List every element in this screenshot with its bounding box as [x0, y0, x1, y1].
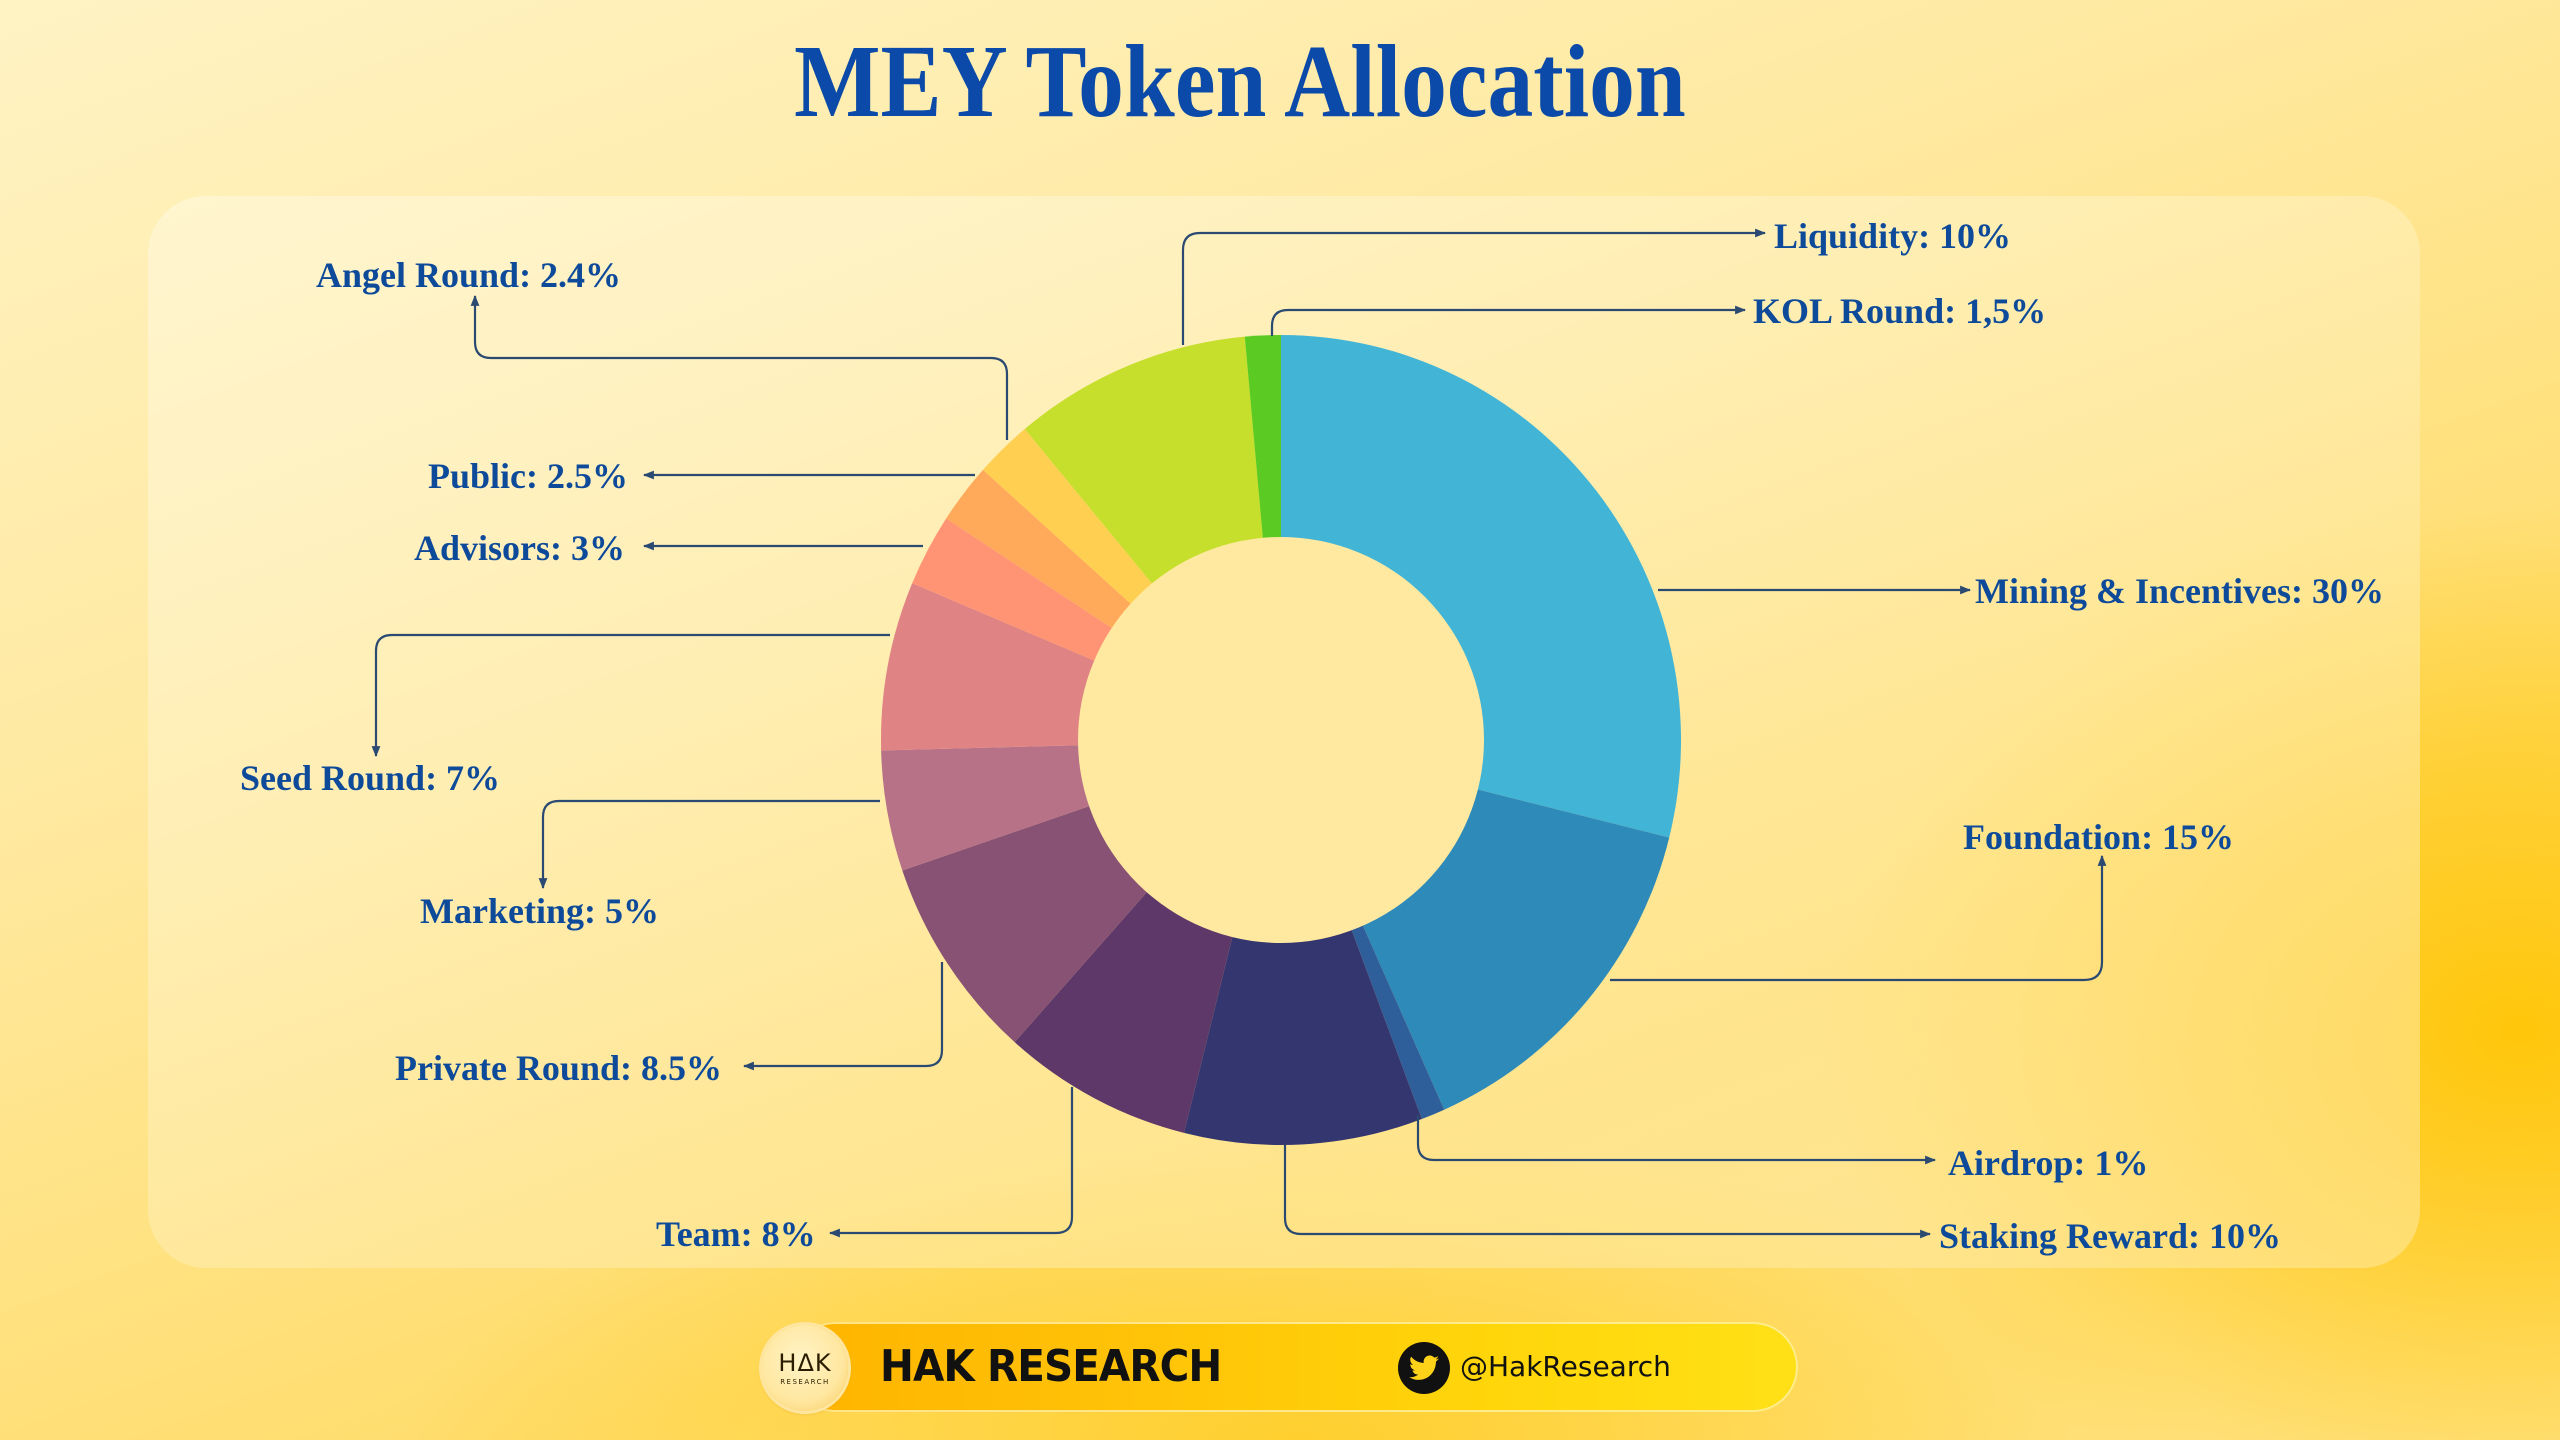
label-private-round: Private Round: 8.5%	[395, 1048, 722, 1088]
logo-subtitle: RESEARCH	[780, 1377, 830, 1386]
label-team: Team: 8%	[656, 1214, 816, 1254]
leader-line-marketing	[538, 799, 880, 890]
label-mining-incentives: Mining & Incentives: 30%	[1975, 571, 2384, 611]
label-foundation: Foundation: 15%	[1963, 817, 2235, 857]
label-seed-round: Seed Round: 7%	[240, 758, 501, 798]
label-airdrop: Airdrop: 1%	[1948, 1143, 2149, 1183]
brand-name: HAK RESEARCH	[880, 1341, 1222, 1392]
leader-line-private-round	[742, 962, 944, 1071]
twitter-handle[interactable]: @HakResearch	[1460, 1350, 1671, 1383]
chart-title: MEY Token Allocation	[794, 24, 1686, 139]
leader-line-team	[828, 1087, 1074, 1238]
logo-wordmark: HΔK	[778, 1348, 832, 1377]
label-liquidity: Liquidity: 10%	[1774, 216, 2012, 256]
label-public: Public: 2.5%	[428, 456, 629, 496]
label-staking-reward: Staking Reward: 10%	[1939, 1216, 2282, 1256]
leader-line-foundation	[1610, 854, 2107, 982]
slice-staking-reward	[1184, 740, 1422, 1145]
label-marketing: Marketing: 5%	[420, 891, 659, 931]
leader-line-staking	[1283, 1145, 1932, 1239]
twitter-bird-icon	[1398, 1342, 1450, 1394]
footer-bar	[790, 1322, 1798, 1412]
label-kol-round: KOL Round: 1,5%	[1753, 291, 2047, 331]
leader-line-liquidity	[1181, 228, 1767, 345]
leader-line-airdrop	[1416, 1115, 1937, 1165]
leader-line-kol-round	[1270, 305, 1747, 336]
leader-lines	[371, 228, 2107, 1239]
label-advisors: Advisors: 3%	[414, 528, 626, 568]
label-angel-round: Angel Round: 2.4%	[316, 255, 622, 295]
leader-line-angel-round	[470, 294, 1009, 440]
leader-line-seed-round	[371, 633, 890, 758]
hak-logo: HΔK RESEARCH	[762, 1325, 848, 1411]
donut-hole	[1078, 537, 1484, 943]
